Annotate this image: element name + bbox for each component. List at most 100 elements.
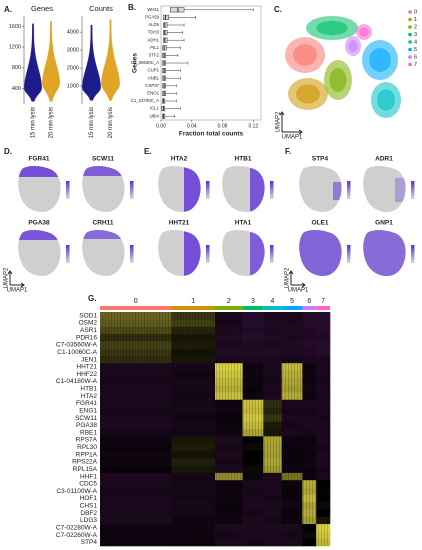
feature-plot xyxy=(222,230,265,277)
axis-title: UMAP2 xyxy=(276,111,282,132)
cluster-bar xyxy=(215,306,243,310)
feature-plot xyxy=(299,166,342,212)
chart-title: Counts xyxy=(89,4,113,13)
colorbar xyxy=(411,245,415,263)
y-tick-label: ICL1 xyxy=(150,106,160,111)
arrow-head xyxy=(279,111,285,116)
feature-plot xyxy=(82,230,125,276)
legend-swatch xyxy=(408,17,412,22)
legend-label: 0 xyxy=(414,9,417,15)
cluster-label: 7 xyxy=(321,298,325,305)
y-tick-label: 800 xyxy=(12,65,21,71)
legend-swatch xyxy=(408,55,412,59)
cluster-core xyxy=(359,27,369,37)
x-tick-label: 20 min lysis xyxy=(49,107,55,138)
gene-title: HTA2 xyxy=(171,156,188,163)
gene-label: HOF1 xyxy=(80,495,98,502)
axis-title: UMAP2 xyxy=(285,267,291,288)
cell-silhouette xyxy=(82,230,125,276)
expression-zone xyxy=(299,230,342,277)
cell-silhouette xyxy=(82,166,125,212)
gene-label: LDG3 xyxy=(80,517,97,524)
x-tick-label: 15 min lysis xyxy=(89,107,95,138)
cluster-label: 3 xyxy=(251,298,255,305)
expression-layer xyxy=(333,182,342,200)
cluster-bar xyxy=(242,306,264,310)
expression-zone xyxy=(18,166,61,177)
gene-label: ASR1 xyxy=(80,327,97,334)
colorbar xyxy=(130,181,134,199)
colorbar xyxy=(206,181,210,199)
gene-label: ENG1 xyxy=(79,407,97,414)
gene-label: SOD1 xyxy=(79,312,97,319)
expression-layer xyxy=(250,230,265,277)
expression-layer xyxy=(299,230,342,277)
cluster-label: 6 xyxy=(307,298,311,305)
feature-plot xyxy=(299,230,342,277)
gene-label: HHF1 xyxy=(80,473,97,480)
gene-label: HHT21 xyxy=(76,364,97,371)
colorbar xyxy=(130,245,134,263)
cluster-label: 2 xyxy=(227,298,231,305)
gene-label: DBF2 xyxy=(80,510,97,517)
feature-plot xyxy=(18,166,61,212)
feature-plot xyxy=(18,230,61,276)
panel-label: B. xyxy=(128,3,136,12)
gene-title: HHT21 xyxy=(169,220,190,227)
chart-title: Genes xyxy=(31,4,53,13)
gene-title: GNP1 xyxy=(375,220,393,227)
gene-title: ADR1 xyxy=(375,156,393,163)
y-tick-label: 1200 xyxy=(9,45,21,51)
expression-zone xyxy=(18,230,61,240)
expression-layer xyxy=(18,230,61,240)
gene-label: RPP1A xyxy=(76,451,98,458)
cell-silhouette xyxy=(363,166,406,212)
y-tick-label: 3000 xyxy=(67,48,79,54)
cell-texture xyxy=(100,312,330,546)
gene-label: PDR16 xyxy=(76,334,97,341)
legend-label: 1 xyxy=(414,17,417,23)
gene-label: SCW11 xyxy=(75,415,97,422)
x-tick-label: 0.08 xyxy=(218,123,228,129)
cluster-bar xyxy=(263,306,282,310)
y-tick-label: PIL1 xyxy=(150,45,159,50)
expression-zone xyxy=(184,230,201,277)
violin xyxy=(101,19,120,101)
cluster-core xyxy=(348,40,358,52)
expression-layer xyxy=(82,166,125,176)
y-tick-label: ALD5 xyxy=(148,22,159,27)
expression-zone xyxy=(82,166,125,176)
arrow-head xyxy=(298,129,303,135)
gene-label: HTA2 xyxy=(81,393,98,400)
plot-frame xyxy=(160,5,262,121)
cell-silhouette xyxy=(18,166,61,212)
y-tick-label: 1600 xyxy=(9,24,21,30)
x-tick-label: 0.04 xyxy=(187,123,197,129)
gene-label: RPL15A xyxy=(73,466,98,473)
cluster-core xyxy=(296,84,320,104)
cell-silhouette xyxy=(299,166,342,212)
y-tick-label: 4000 xyxy=(67,30,79,36)
y-tick-label: 1000 xyxy=(67,83,79,89)
expression-layer xyxy=(18,166,61,177)
legend-label: 6 xyxy=(414,54,417,60)
cluster-label: 0 xyxy=(134,298,138,305)
cluster-core xyxy=(293,44,317,66)
cluster-label: 5 xyxy=(290,298,294,305)
gene-label: CDC5 xyxy=(79,481,97,488)
gene-label: C3-01100W-A xyxy=(56,488,97,495)
expression-zone xyxy=(82,230,125,239)
gene-title: STP4 xyxy=(312,156,329,163)
cluster-label: 1 xyxy=(191,298,195,305)
arrow-head xyxy=(7,270,13,275)
panel-label: F. xyxy=(285,147,291,156)
box xyxy=(169,7,185,13)
gene-label: RPS7A xyxy=(76,437,98,444)
gene-label: PGA38 xyxy=(76,422,97,429)
gene-label: FGR41 xyxy=(76,400,97,407)
gene-label: HTB1 xyxy=(80,386,97,393)
expression-zone xyxy=(363,230,406,277)
gene-label: CHS1 xyxy=(80,503,98,510)
cluster-core xyxy=(316,20,348,36)
